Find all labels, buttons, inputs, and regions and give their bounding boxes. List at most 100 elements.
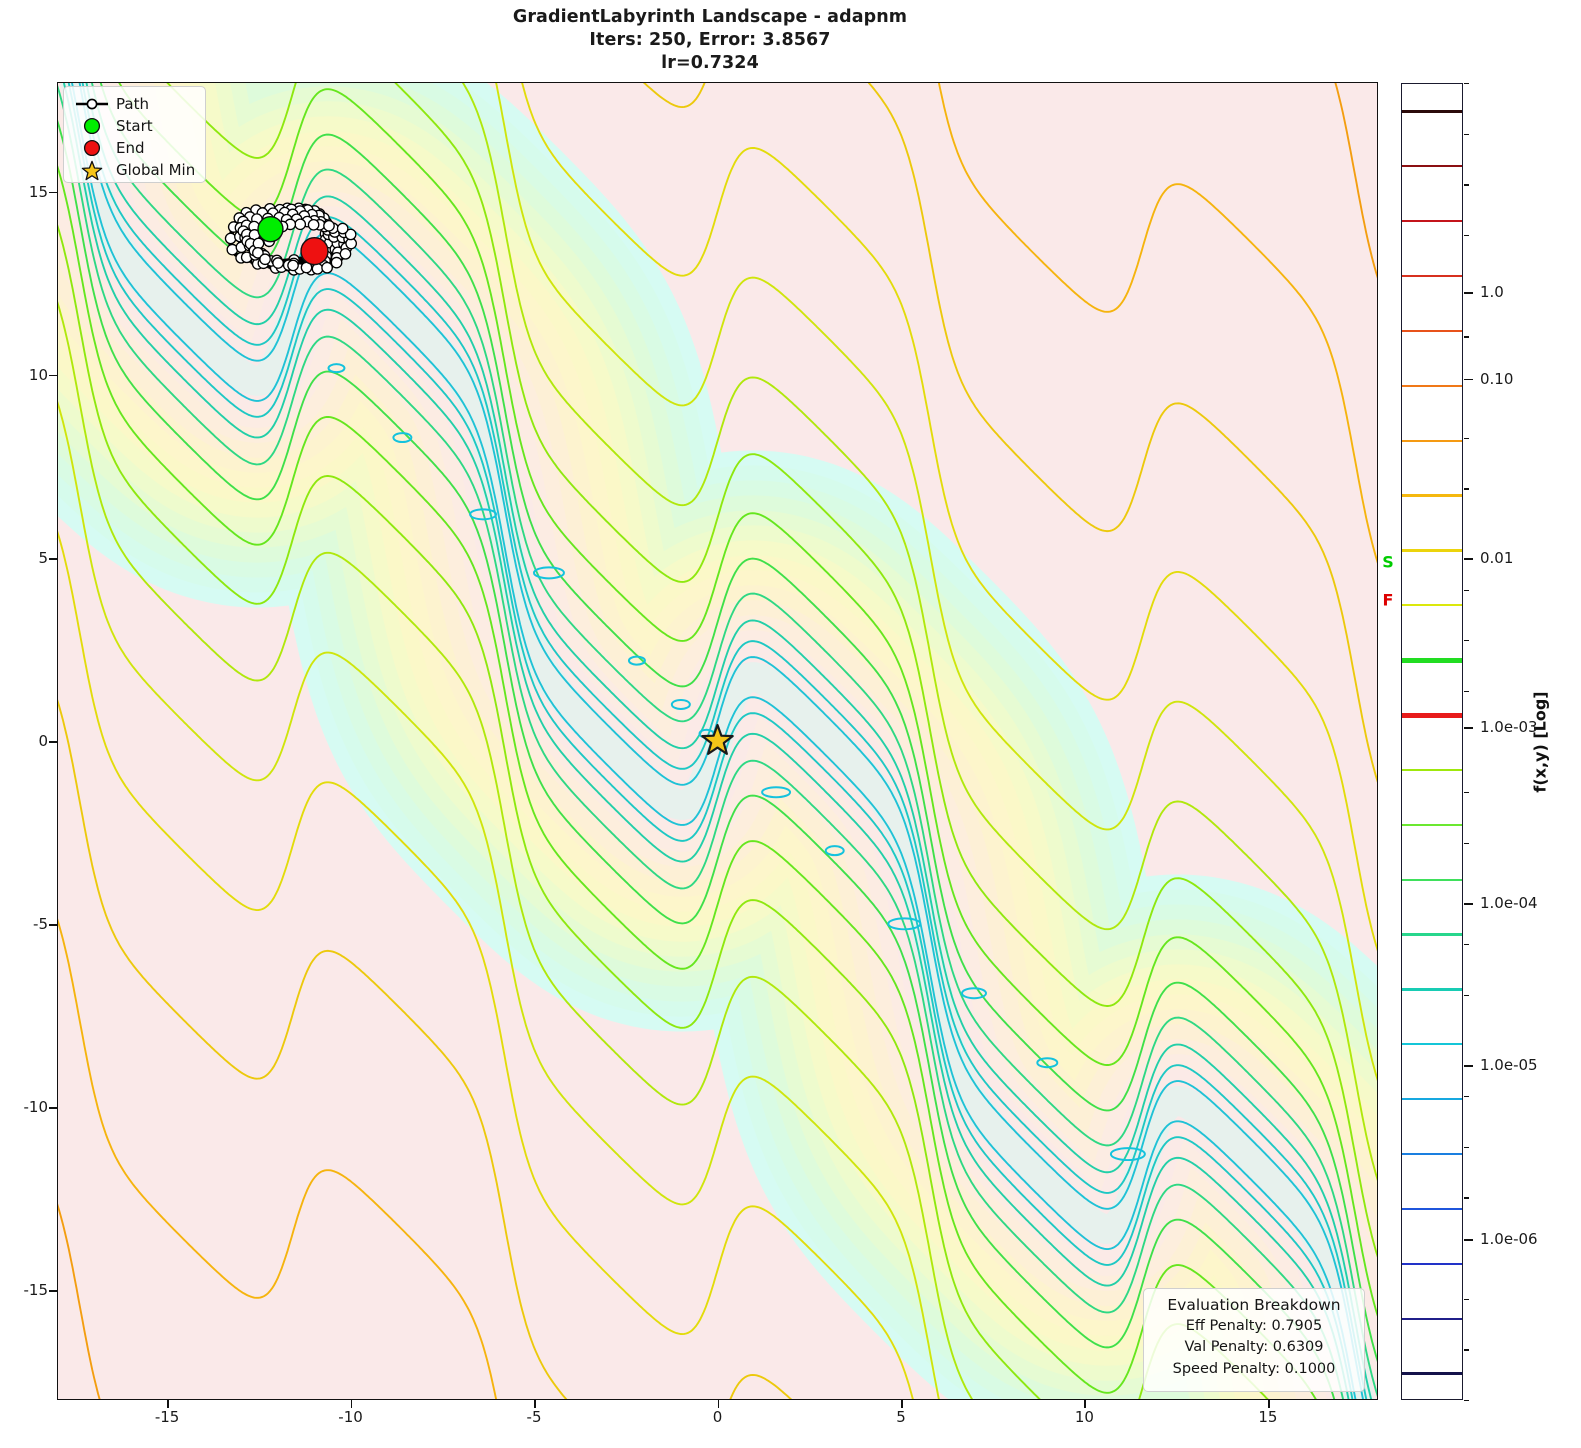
legend-label-path: Path [116, 95, 149, 113]
colorbar-level-line [1402, 878, 1462, 881]
x-axis-tick-label: -5 [526, 1408, 542, 1426]
colorbar-axis-label: f(x,y) [Log] [1530, 691, 1550, 793]
evaluation-breakdown-title: Evaluation Breakdown [1167, 1296, 1341, 1314]
x-axis-tick [534, 1400, 536, 1408]
colorbar-level-line [1402, 657, 1462, 663]
x-axis-tick [900, 1400, 903, 1408]
colorbar-level-line [1402, 384, 1462, 387]
colorbar-minor-tick [1464, 336, 1469, 338]
colorbar-minor-tick [1464, 1096, 1469, 1098]
contour-plot-area [57, 82, 1378, 1400]
legend-item-global-min: Global Min [72, 159, 197, 181]
colorbar-tick-label: 1.0e-04 [1480, 894, 1538, 913]
colorbar-tick [1464, 1065, 1473, 1067]
colorbar [1401, 83, 1463, 1400]
colorbar-level-line [1402, 1098, 1462, 1101]
x-axis-tick [167, 1400, 169, 1408]
colorbar-minor-tick [1464, 83, 1469, 85]
colorbar-gradient [1401, 83, 1463, 1400]
x-axis-tick [1084, 1400, 1087, 1408]
colorbar-level-line [1402, 439, 1462, 442]
path-line-marker-icon [72, 97, 112, 111]
colorbar-level-line [1402, 1207, 1462, 1211]
speed-penalty-value: Speed Penalty: 0.1000 [1172, 1360, 1336, 1377]
colorbar-minor-tick [1464, 437, 1469, 439]
legend-label-end: End [116, 139, 145, 157]
y-axis-tick-label: 10 [28, 365, 48, 384]
colorbar-minor-tick [1464, 1146, 1469, 1149]
colorbar-level-line [1402, 933, 1462, 936]
colorbar-level-line [1402, 1152, 1462, 1156]
x-axis-tick-label: 15 [1258, 1408, 1278, 1426]
colorbar-level-line [1402, 1372, 1462, 1375]
colorbar-level-line [1402, 274, 1462, 278]
colorbar-tick-label: 0.01 [1480, 549, 1514, 568]
eff-penalty-value: Eff Penalty: 0.7905 [1185, 1318, 1323, 1335]
y-axis-tick-label: -15 [23, 1281, 49, 1300]
x-axis-tick [1267, 1400, 1270, 1408]
gold-star-icon [72, 160, 112, 181]
colorbar-level-line [1402, 1317, 1462, 1320]
colorbar-minor-tick [1464, 690, 1469, 693]
x-axis-tick-label: -10 [338, 1408, 363, 1426]
colorbar-minor-tick [1464, 1298, 1469, 1300]
colorbar-minor-tick [1464, 488, 1469, 490]
colorbar-minor-tick [1464, 792, 1469, 794]
colorbar-minor-tick [1464, 944, 1469, 946]
chart-title-block: GradientLabyrinth Landscape - adapnm Ite… [0, 6, 1420, 75]
colorbar-level-line [1402, 604, 1462, 607]
colorbar-level-line [1402, 329, 1462, 333]
colorbar-tick [1464, 378, 1473, 381]
colorbar-minor-tick [1464, 842, 1469, 845]
colorbar-level-line [1402, 712, 1462, 718]
y-axis-tick-label: 5 [38, 548, 48, 567]
y-axis-tick [49, 191, 57, 194]
colorbar-level-line [1402, 1043, 1462, 1046]
x-axis-tick-label: 10 [1074, 1408, 1094, 1426]
colorbar-tick-label: 1.0e-05 [1480, 1056, 1538, 1075]
colorbar-level-line [1402, 823, 1462, 826]
colorbar-level-line [1402, 1262, 1462, 1265]
red-circle-icon [72, 138, 112, 158]
plot-legend: Path Start End Global Min [63, 86, 206, 183]
y-axis-tick [49, 1290, 57, 1292]
colorbar-minor-tick [1464, 640, 1469, 642]
colorbar-minor-tick [1464, 1349, 1469, 1351]
colorbar-tick-label: 1.0 [1480, 283, 1504, 302]
colorbar-tick [1464, 1239, 1473, 1241]
y-axis-tick-label: 15 [28, 182, 48, 201]
x-axis-tick-label: 0 [712, 1408, 723, 1426]
legend-item-end: End [72, 137, 197, 159]
colorbar-tick-label: 1.0e-03 [1480, 718, 1538, 736]
y-axis-tick-label: -10 [23, 1098, 49, 1117]
y-axis-tick [49, 557, 57, 560]
x-axis-tick-label: 5 [896, 1408, 906, 1426]
chart-title-line-3: lr=0.7324 [661, 53, 759, 74]
x-axis-tick-label: -15 [154, 1408, 180, 1426]
x-axis-tick [350, 1400, 353, 1408]
chart-title-line-1: GradientLabyrinth Landscape - adapnm [512, 7, 908, 27]
y-axis-tick [49, 374, 57, 377]
legend-item-start: Start [72, 115, 197, 137]
colorbar-minor-tick [1464, 994, 1469, 997]
y-axis-tick [49, 1107, 57, 1109]
colorbar-tick [1464, 727, 1473, 729]
colorbar-level-line [1402, 165, 1462, 168]
chart-title-line-2: Iters: 250, Error: 3.8567 [589, 30, 831, 51]
colorbar-level-line [1402, 549, 1462, 552]
legend-label-global-min: Global Min [116, 161, 196, 179]
colorbar-tick [1464, 558, 1473, 560]
green-circle-icon [72, 116, 112, 136]
colorbar-level-line [1402, 494, 1462, 497]
colorbar-minor-tick [1464, 133, 1469, 135]
colorbar-level-line [1402, 988, 1462, 991]
colorbar-tick-label: 0.10 [1480, 369, 1514, 388]
colorbar-minor-tick [1464, 1400, 1469, 1402]
optimization-path [224, 202, 357, 276]
y-axis-tick-label: -5 [33, 915, 48, 934]
colorbar-minor-tick [1464, 184, 1469, 186]
y-axis-tick-label: 0 [38, 732, 48, 750]
colorbar-final-marker: F [1382, 590, 1394, 610]
colorbar-minor-tick [1464, 1197, 1469, 1199]
colorbar-start-marker: S [1382, 552, 1394, 572]
